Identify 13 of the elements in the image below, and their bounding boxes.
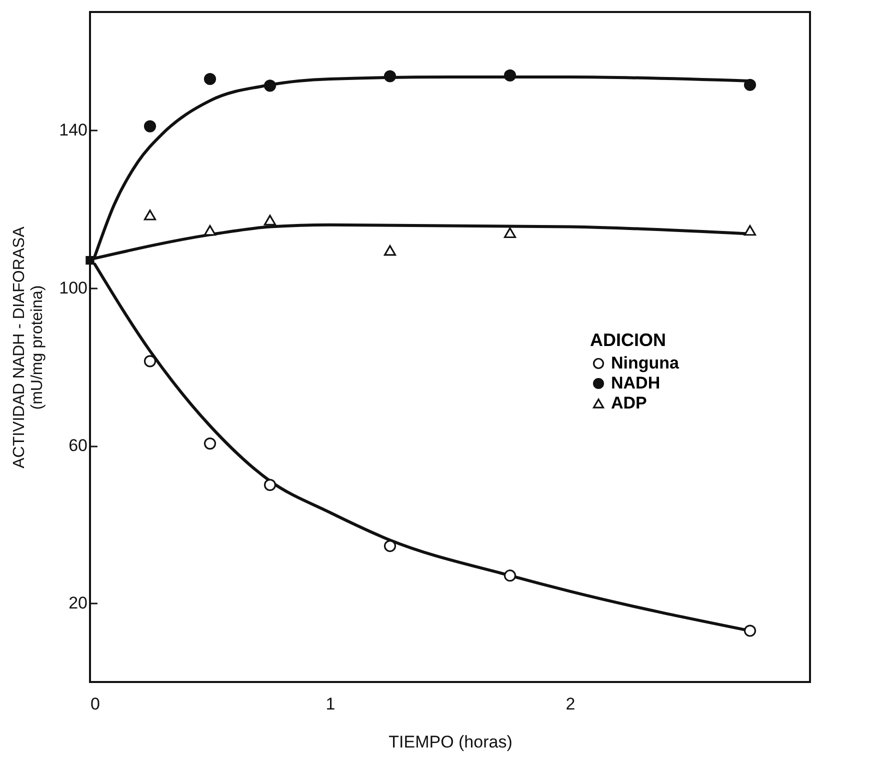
y-tick-label: 140 <box>59 120 88 140</box>
x-tick-label: 2 <box>566 694 576 714</box>
y-tick-label: 20 <box>68 594 88 613</box>
y-tick-label: 60 <box>68 436 88 456</box>
x-tick-label: 0 <box>90 694 100 714</box>
y-axis-title: ACTIVIDAD NADH - DIAFORASA (mU/mg proteina) <box>11 226 46 468</box>
legend-label: ADP <box>611 394 647 412</box>
x-tick-label: 1 <box>326 694 336 714</box>
y-tick-label: 100 <box>59 278 88 298</box>
legend-title: ADICION <box>590 330 666 350</box>
legend-label: Ninguna <box>611 354 680 372</box>
x-axis-title: TIEMPO (horas) <box>388 732 512 752</box>
legend-label: NADH <box>611 374 660 392</box>
